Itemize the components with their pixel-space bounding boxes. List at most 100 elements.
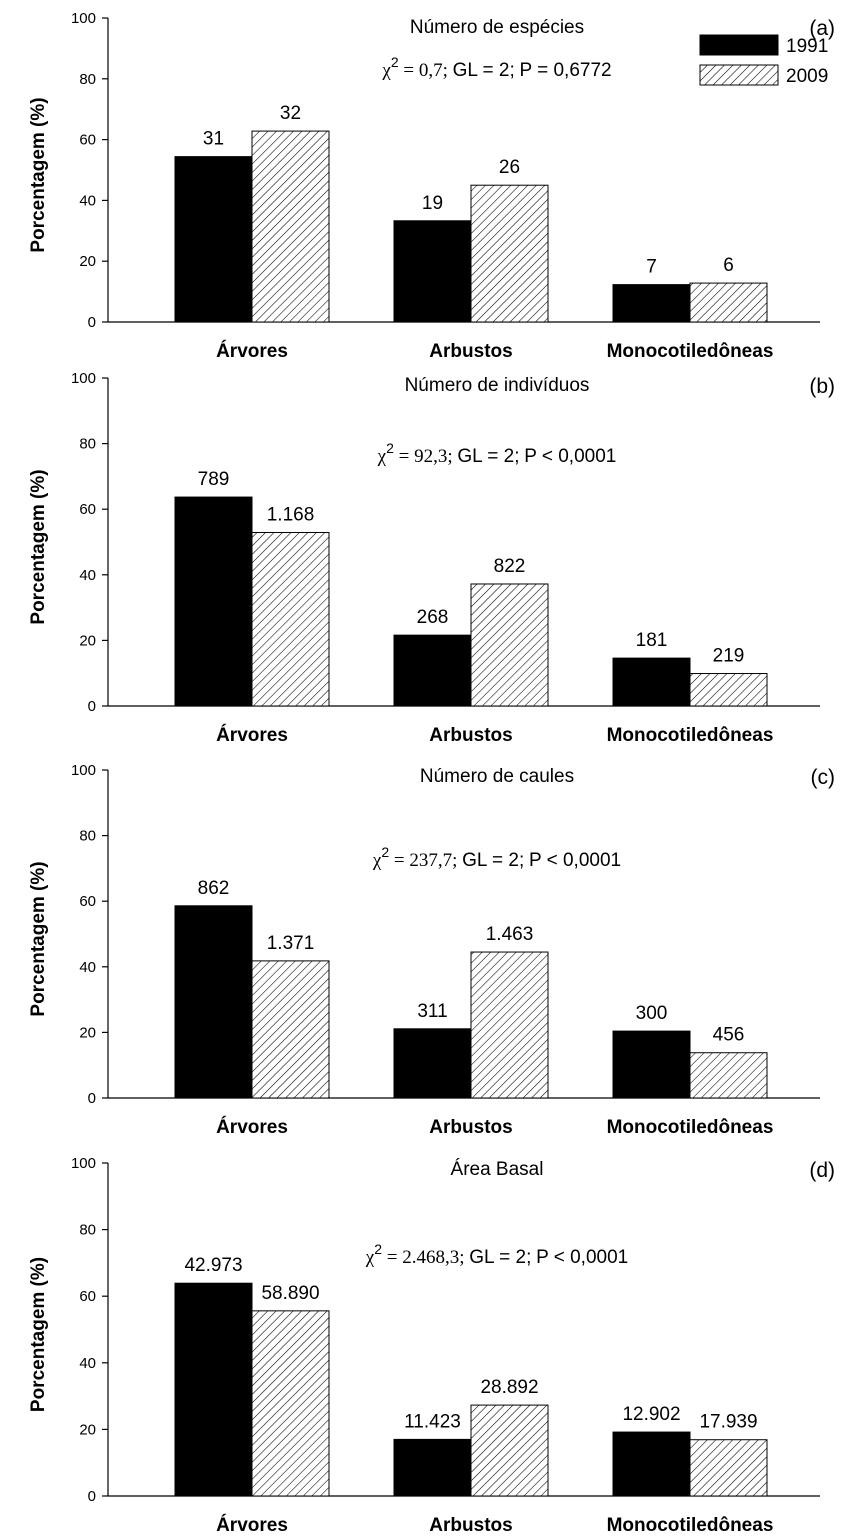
bar-1991-2 — [612, 1030, 691, 1099]
y-tick-label: 100 — [71, 370, 96, 387]
panel-tag: (c) — [811, 766, 836, 789]
category-label: Monocotiledôneas — [607, 725, 774, 746]
y-tick-label: 60 — [79, 1288, 96, 1305]
y-axis-label: Porcentagem (%) — [28, 1257, 49, 1412]
y-tick-label: 60 — [79, 501, 96, 518]
data-label: 12.902 — [622, 1404, 680, 1425]
chart-title: Número de caules — [420, 766, 574, 787]
bar-1991-0 — [174, 496, 253, 707]
data-label: 1.371 — [267, 933, 315, 954]
data-label: 11.423 — [404, 1411, 461, 1432]
bar-2009-0 — [251, 130, 330, 323]
category-label: Arbustos — [429, 1117, 512, 1138]
data-label: 789 — [198, 469, 230, 490]
y-tick-label: 100 — [71, 10, 96, 27]
chart-panel-3: 0 20 40 60 80 100 Porcentagem (%) Área Basal (d)… — [28, 1155, 835, 1536]
bar-2009-1 — [470, 184, 549, 323]
data-label: 219 — [713, 646, 745, 667]
data-label: 17.939 — [699, 1412, 757, 1433]
chart-title: Número de espécies — [410, 17, 584, 38]
bar-1991-2 — [612, 284, 691, 323]
bar-1991-0 — [174, 1282, 253, 1497]
chart-panel-1: 0 20 40 60 80 100 Porcentagem (%) Número de ind… — [28, 370, 835, 746]
category-label: Arbustos — [429, 725, 512, 746]
legend-swatch-2009 — [699, 64, 779, 86]
data-label: 7 — [646, 257, 657, 278]
category-label: Arbustos — [429, 341, 512, 362]
category-label: Árvores — [216, 1514, 288, 1536]
category-label: Árvores — [216, 724, 288, 746]
bar-2009-2 — [689, 282, 768, 323]
y-tick-label: 20 — [79, 1421, 96, 1438]
data-label: 311 — [417, 1001, 447, 1022]
panel-tag: (d) — [809, 1159, 835, 1182]
data-label: 862 — [198, 878, 230, 899]
y-tick-label: 0 — [88, 698, 96, 715]
y-tick-label: 40 — [79, 959, 96, 976]
data-label: 32 — [280, 103, 301, 124]
y-tick-label: 80 — [79, 828, 96, 845]
data-label: 6 — [723, 255, 734, 276]
y-axis-label: Porcentagem (%) — [28, 469, 49, 624]
bar-1991-1 — [393, 1438, 472, 1497]
chart-panel-0: 0 20 40 60 80 100 Porcentagem (%) Número de esp… — [28, 10, 835, 362]
chart-title: Número de indivíduos — [405, 375, 590, 396]
data-label: 300 — [636, 1003, 668, 1024]
data-label: 456 — [713, 1025, 745, 1046]
chi-square-stat: χ2 = 237,7; GL = 2; P < 0,0001 — [372, 844, 621, 871]
data-label: 31 — [203, 129, 224, 150]
bar-2009-0 — [251, 960, 330, 1099]
bar-1991-1 — [393, 634, 472, 707]
bar-2009-1 — [470, 1404, 549, 1497]
category-label: Monocotiledôneas — [607, 1515, 774, 1536]
category-label: Árvores — [216, 1116, 288, 1138]
bar-2009-2 — [689, 1052, 768, 1099]
data-label: 28.892 — [480, 1377, 538, 1398]
y-tick-label: 0 — [88, 1090, 96, 1107]
legend-label-2009: 2009 — [786, 66, 828, 87]
bar-2009-1 — [470, 951, 549, 1099]
y-tick-label: 20 — [79, 1024, 96, 1041]
bar-2009-2 — [689, 1439, 768, 1497]
y-tick-label: 40 — [79, 192, 96, 209]
chi-square-stat: χ2 = 2.468,3; GL = 2; P < 0,0001 — [365, 1241, 628, 1268]
bar-1991-1 — [393, 1028, 472, 1099]
y-tick-label: 0 — [88, 314, 96, 331]
panel-tag: (a) — [809, 17, 835, 40]
chi-square-stat: χ2 = 92,3; GL = 2; P < 0,0001 — [377, 440, 617, 467]
data-label: 268 — [417, 607, 449, 628]
chart-title: Área Basal — [451, 1159, 544, 1180]
bar-1991-1 — [393, 220, 472, 323]
legend-label-1991: 1991 — [786, 36, 828, 57]
y-tick-label: 20 — [79, 253, 96, 270]
category-label: Arbustos — [429, 1515, 512, 1536]
y-tick-label: 80 — [79, 1222, 96, 1239]
y-tick-label: 100 — [71, 1155, 96, 1172]
legend-swatch-1991 — [699, 34, 779, 56]
data-label: 1.168 — [267, 504, 315, 525]
data-label: 181 — [636, 630, 668, 651]
category-label: Monocotiledôneas — [607, 1117, 774, 1138]
bar-2009-0 — [251, 531, 330, 707]
bar-2009-1 — [470, 583, 549, 707]
legend: 1991 2009 — [699, 34, 828, 87]
chart-panel-2: 0 20 40 60 80 100 Porcentagem (%) Número de cau… — [28, 762, 835, 1138]
y-axis-label: Porcentagem (%) — [28, 861, 49, 1016]
y-tick-label: 40 — [79, 1355, 96, 1372]
data-label: 822 — [494, 556, 526, 577]
category-label: Monocotiledôneas — [607, 341, 774, 362]
bar-1991-2 — [612, 657, 691, 707]
data-label: 1.463 — [486, 924, 534, 945]
chi-square-stat: χ2 = 0,7; GL = 2; P = 0,6772 — [381, 54, 611, 81]
y-tick-label: 60 — [79, 893, 96, 910]
bar-1991-0 — [174, 156, 253, 323]
data-label: 58.890 — [261, 1283, 319, 1304]
y-tick-label: 20 — [79, 632, 96, 649]
category-label: Árvores — [216, 340, 288, 362]
bar-2009-2 — [689, 673, 768, 707]
data-label: 19 — [422, 193, 443, 214]
y-tick-label: 80 — [79, 436, 96, 453]
y-tick-label: 0 — [88, 1488, 96, 1505]
bar-1991-0 — [174, 905, 253, 1099]
